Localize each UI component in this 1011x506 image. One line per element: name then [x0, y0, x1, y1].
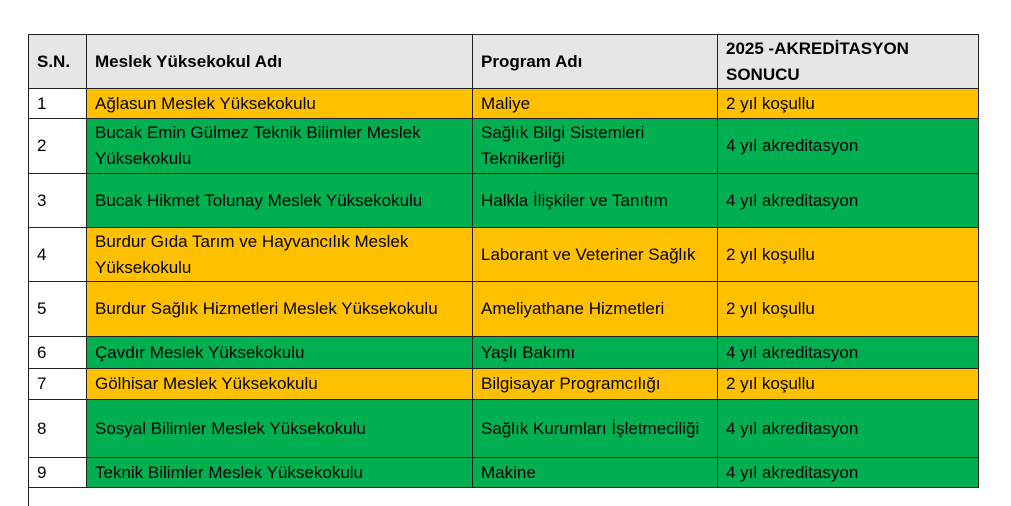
table-row: 3 Bucak Hikmet Tolunay Meslek Yüksekokulu… — [28, 173, 979, 228]
table-row: 4 Burdur Gıda Tarım ve Hayvancılık Meslek… — [28, 227, 979, 282]
cell-result: 4 yıl akreditasyon — [717, 336, 979, 369]
table-row: 1 Ağlasun Meslek Yüksekokulu Maliye 2 yıl k… — [28, 88, 979, 119]
cell-sn: 7 — [28, 368, 87, 400]
cell-sn: 6 — [28, 336, 87, 369]
cell-school: Teknik Bilimler Meslek Yüksekokulu — [86, 457, 473, 488]
table-row: 2 Bucak Emin Gülmez Teknik Bilimler Mesle… — [28, 118, 979, 174]
header-row: S.N. Meslek Yüksekokul Adı Program Adı 2… — [28, 34, 979, 89]
table-row: 6 Çavdır Meslek Yüksekokulu Yaşlı Bakımı 4 … — [28, 336, 979, 369]
cell-program: Makine — [472, 457, 718, 488]
cell-result: 2 yıl koşullu — [717, 281, 979, 337]
cell-program: Sağlık Bilgi Sistemleri Teknikerliği — [472, 118, 718, 174]
cell-program: Maliye — [472, 88, 718, 119]
header-program: Program Adı — [472, 34, 718, 89]
cell-program: Sağlık Kurumları İşletmeciliği — [472, 399, 718, 458]
cell-school: Burdur Sağlık Hizmetleri Meslek Yüksekok… — [86, 281, 473, 337]
cell-program: Halkla İlişkiler ve Tanıtım — [472, 173, 718, 228]
cell-result: 2 yıl koşullu — [717, 368, 979, 400]
cell-school: Gölhisar Meslek Yüksekokulu — [86, 368, 473, 400]
cell-school: Sosyal Bilimler Meslek Yüksekokulu — [86, 399, 473, 458]
header-result: 2025 -AKREDİTASYON SONUCU — [717, 34, 979, 89]
cell-school: Ağlasun Meslek Yüksekokulu — [86, 88, 473, 119]
table-row: 5 Burdur Sağlık Hizmetleri Meslek Yükseko… — [28, 281, 979, 337]
cell-program: Ameliyathane Hizmetleri — [472, 281, 718, 337]
cell-school: Burdur Gıda Tarım ve Hayvancılık Meslek … — [86, 227, 473, 282]
cell-result: 4 yıl akreditasyon — [717, 399, 979, 458]
cell-program: Laborant ve Veteriner Sağlık — [472, 227, 718, 282]
cell-school: Bucak Emin Gülmez Teknik Bilimler Meslek… — [86, 118, 473, 174]
cell-sn: 2 — [28, 118, 87, 174]
cell-school: Çavdır Meslek Yüksekokulu — [86, 336, 473, 369]
cell-sn: 8 — [28, 399, 87, 458]
cell-sn: 1 — [28, 88, 87, 119]
accreditation-table: S.N. Meslek Yüksekokul Adı Program Adı 2… — [28, 34, 979, 488]
divider-line — [28, 487, 29, 506]
cell-result: 2 yıl koşullu — [717, 227, 979, 282]
cell-result: 2 yıl koşullu — [717, 88, 979, 119]
table-row: 7 Gölhisar Meslek Yüksekokulu Bilgisayar P… — [28, 368, 979, 400]
cell-sn: 9 — [28, 457, 87, 488]
cell-school: Bucak Hikmet Tolunay Meslek Yüksekokulu — [86, 173, 473, 228]
header-sn: S.N. — [28, 34, 87, 89]
cell-result: 4 yıl akreditasyon — [717, 457, 979, 488]
cell-result: 4 yıl akreditasyon — [717, 173, 979, 228]
table-row: 9 Teknik Bilimler Meslek Yüksekokulu Makin… — [28, 457, 979, 488]
cell-sn: 4 — [28, 227, 87, 282]
cell-program: Yaşlı Bakımı — [472, 336, 718, 369]
cell-result: 4 yıl akreditasyon — [717, 118, 979, 174]
header-school: Meslek Yüksekokul Adı — [86, 34, 473, 89]
cell-sn: 3 — [28, 173, 87, 228]
table-row: 8 Sosyal Bilimler Meslek Yüksekokulu Sağlı… — [28, 399, 979, 458]
cell-sn: 5 — [28, 281, 87, 337]
cell-program: Bilgisayar Programcılığı — [472, 368, 718, 400]
